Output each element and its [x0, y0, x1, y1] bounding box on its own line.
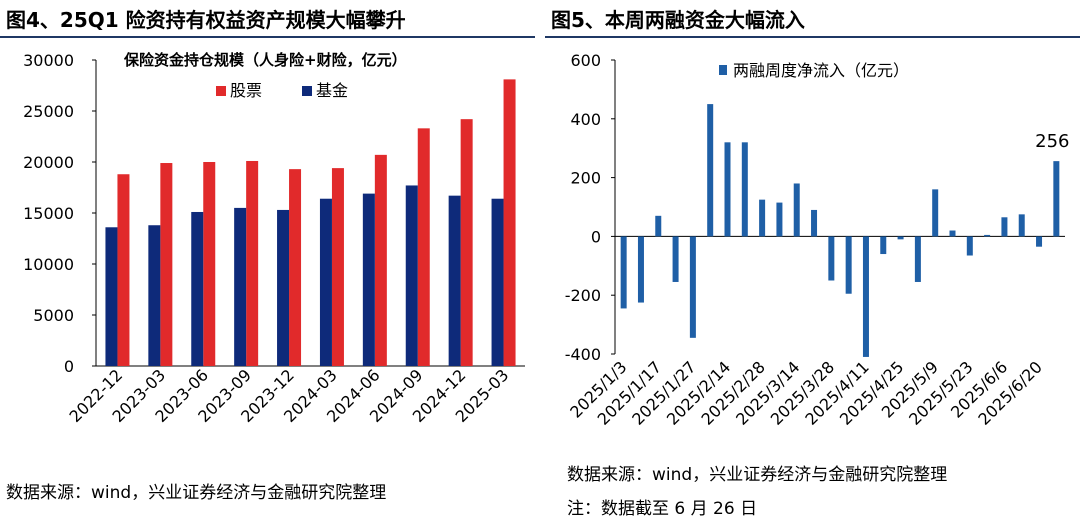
bar-net-inflow	[897, 236, 904, 240]
bar-net-inflow	[1001, 217, 1008, 237]
bar-fund	[105, 227, 118, 366]
bar-fund	[277, 209, 290, 366]
bar-net-inflow	[1018, 214, 1025, 237]
bar-net-inflow	[741, 142, 748, 237]
bar-stock	[503, 79, 516, 366]
left-source-note: 数据来源：wind，兴业证券经济与金融研究院整理	[6, 483, 387, 503]
right-figure-title: 图5、本周两融资金大幅流入	[551, 8, 805, 32]
bar-fund	[362, 193, 375, 366]
legend-swatch-fund	[302, 86, 312, 96]
bar-net-inflow	[776, 202, 783, 237]
legend-label-stock: 股票	[230, 81, 262, 100]
y-tick-label: -400	[565, 345, 601, 364]
y-tick-label: 400	[570, 110, 601, 129]
bar-net-inflow	[914, 236, 921, 282]
bar-stock	[460, 119, 473, 366]
bar-stock	[246, 160, 259, 366]
right-figure-panel: 图5、本周两融资金大幅流入 -400 -200 0 200 400 600 2025/1/3…	[545, 0, 1080, 524]
legend-label-fund: 基金	[316, 81, 348, 100]
bar-net-inflow	[984, 234, 991, 237]
legend-label: 两融周度净流入（亿元）	[733, 61, 909, 80]
bar-net-inflow	[724, 142, 731, 237]
bar-net-inflow	[655, 215, 662, 237]
bar-stock	[331, 168, 344, 366]
bar-net-inflow	[932, 189, 939, 237]
bar-stock	[289, 169, 302, 366]
right-title-divider	[545, 36, 1080, 38]
bar-net-inflow	[811, 209, 818, 237]
y-tick-label: 10000	[23, 255, 74, 274]
bar-net-inflow	[845, 236, 852, 294]
y-tick-label: 0	[64, 357, 74, 376]
y-tick-label: 30000	[23, 51, 74, 70]
right-footnote: 注：数据截至 6 月 26 日	[567, 499, 758, 519]
bar-fund	[234, 207, 247, 366]
y-tick-label: -200	[565, 286, 601, 305]
bar-net-inflow	[828, 236, 835, 281]
y-tick-label: 5000	[33, 306, 74, 325]
bar-net-inflow	[1036, 236, 1043, 247]
bar-net-inflow	[793, 183, 800, 237]
bar-net-inflow	[1053, 161, 1060, 237]
y-tick-label: 0	[591, 227, 601, 246]
y-tick-label: 600	[570, 51, 601, 70]
y-tick-label: 25000	[23, 102, 74, 121]
legend-swatch-stock	[216, 86, 226, 96]
bar-net-inflow	[880, 236, 887, 255]
bar-net-inflow	[966, 236, 973, 256]
bar-fund	[191, 211, 204, 366]
left-figure-title: 图4、25Q1 险资持有权益资产规模大幅攀升	[6, 8, 406, 32]
bar-stock	[117, 174, 130, 366]
bar-net-inflow	[637, 236, 644, 303]
right-bar-chart: -400-20002004006002025/1/32025/1/172025/…	[565, 51, 1070, 429]
data-label-last: 256	[1035, 131, 1069, 152]
bar-net-inflow	[759, 199, 766, 237]
bar-fund	[148, 225, 161, 366]
y-tick-label: 20000	[23, 153, 74, 172]
bar-net-inflow	[862, 236, 869, 357]
bar-fund	[405, 185, 418, 366]
left-bar-chart: 0500010000150002000025000300002022-12202…	[23, 51, 525, 426]
y-tick-label: 15000	[23, 204, 74, 223]
bar-fund	[448, 195, 461, 366]
bar-stock	[203, 162, 216, 366]
bar-stock	[160, 163, 173, 366]
bar-net-inflow	[949, 230, 956, 237]
bar-stock	[417, 128, 430, 366]
bar-net-inflow	[620, 236, 627, 309]
bar-fund	[319, 198, 332, 366]
left-figure-panel: 图4、25Q1 险资持有权益资产规模大幅攀升 0 5000 10000 15000 20…	[0, 0, 535, 524]
bar-net-inflow	[672, 236, 679, 282]
bar-fund	[491, 198, 504, 366]
chart-title: 保险资金持仓规模（人身险+财险，亿元）	[123, 51, 407, 69]
bar-net-inflow	[689, 236, 696, 338]
y-tick-label: 200	[570, 169, 601, 188]
right-source-note: 数据来源：wind，兴业证券经济与金融研究院整理	[567, 465, 948, 485]
left-title-divider	[0, 36, 535, 38]
legend-swatch	[719, 65, 727, 75]
bar-net-inflow	[707, 104, 714, 237]
bar-stock	[374, 154, 387, 366]
